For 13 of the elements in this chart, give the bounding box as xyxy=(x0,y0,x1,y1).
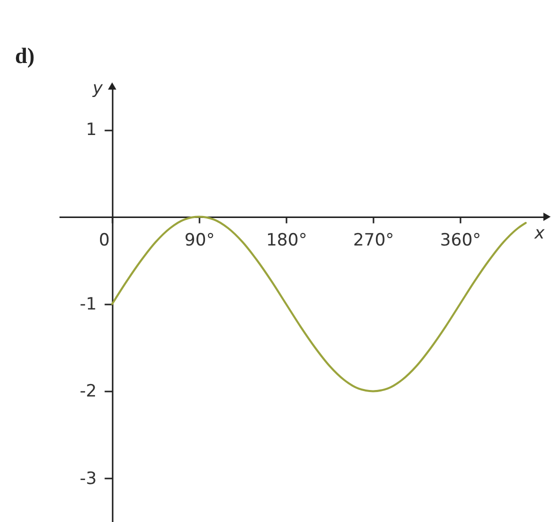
y-axis-title: y xyxy=(92,78,104,98)
y-tick-label: -3 xyxy=(80,468,97,489)
x-tick-label: 270° xyxy=(353,230,394,250)
chart-title: d) xyxy=(15,43,35,68)
x-tick-label: 90° xyxy=(184,230,215,250)
x-tick-label: 360° xyxy=(440,230,482,250)
x-axis-title: x xyxy=(533,223,546,244)
y-tick-label: 1 xyxy=(86,120,97,140)
y-tick-label: -1 xyxy=(80,294,97,314)
x-tick-label: 0 xyxy=(98,230,110,250)
line-series xyxy=(111,216,527,392)
y-tick-label: -2 xyxy=(80,382,97,402)
x-tick-label: 180° xyxy=(266,230,308,250)
